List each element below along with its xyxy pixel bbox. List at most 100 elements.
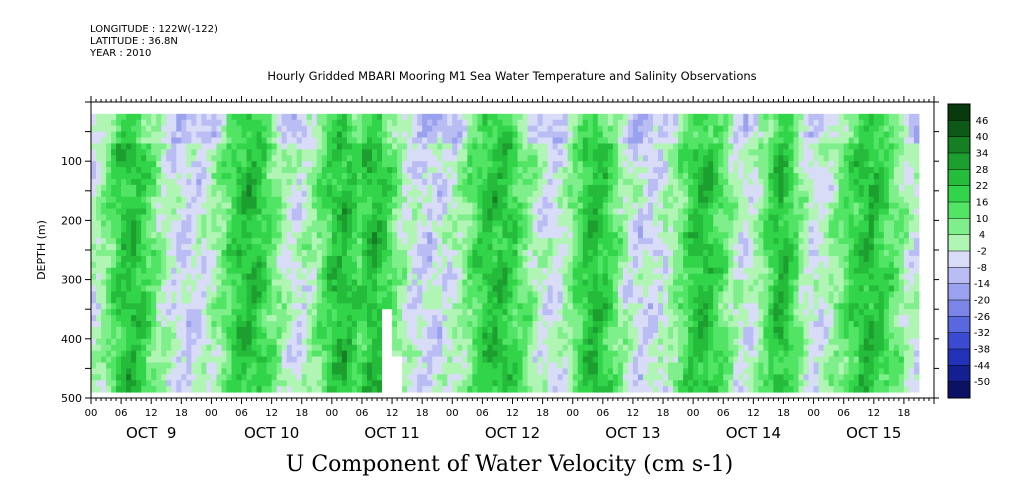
heat-cell bbox=[512, 261, 519, 269]
heat-cell bbox=[211, 155, 217, 162]
heat-cell bbox=[567, 255, 574, 263]
heat-cell bbox=[131, 285, 137, 292]
heat-cell bbox=[577, 362, 584, 369]
heat-cell bbox=[457, 131, 463, 139]
heat-cell bbox=[442, 208, 448, 215]
heat-cell bbox=[341, 113, 348, 121]
heat-cell bbox=[387, 119, 393, 127]
heat-cell bbox=[111, 380, 117, 387]
heat-cell bbox=[532, 344, 539, 352]
heat-cell bbox=[397, 273, 403, 281]
heat-cell bbox=[517, 167, 524, 174]
heat-cell bbox=[336, 173, 343, 180]
heat-cell bbox=[161, 267, 167, 275]
heat-cell bbox=[176, 202, 182, 210]
heat-cell bbox=[221, 350, 227, 358]
heat-cell bbox=[306, 143, 313, 150]
heat-cell bbox=[492, 155, 498, 162]
heat-cell bbox=[592, 309, 599, 316]
heat-cell bbox=[432, 356, 438, 363]
heat-cell bbox=[316, 344, 323, 352]
heat-cell bbox=[537, 202, 544, 210]
heat-cell bbox=[156, 196, 162, 204]
heat-cell bbox=[612, 155, 619, 162]
heat-cell bbox=[407, 362, 413, 369]
heat-cell bbox=[477, 202, 483, 210]
heat-cell bbox=[181, 297, 187, 304]
heat-cell bbox=[291, 273, 298, 281]
heat-cell bbox=[171, 196, 177, 204]
heat-cell bbox=[161, 220, 167, 227]
heat-cell bbox=[111, 208, 117, 215]
heat-cell bbox=[311, 279, 318, 287]
heat-cell bbox=[407, 167, 413, 174]
heat-cell bbox=[201, 190, 207, 198]
heat-cell bbox=[452, 344, 458, 352]
heat-cell bbox=[617, 196, 624, 204]
heat-cell bbox=[266, 368, 273, 375]
heat-cell bbox=[422, 315, 428, 322]
heat-cell bbox=[276, 297, 283, 304]
heat-cell bbox=[201, 315, 207, 322]
heat-cell bbox=[276, 279, 283, 287]
heat-cell bbox=[552, 297, 559, 304]
heat-cell bbox=[572, 155, 579, 162]
heat-cell bbox=[146, 303, 152, 310]
heat-cell bbox=[587, 220, 594, 227]
heat-cell bbox=[527, 297, 534, 304]
heat-cell bbox=[146, 232, 152, 239]
heat-cell bbox=[231, 255, 238, 263]
heat-cell bbox=[166, 143, 172, 150]
heat-cell bbox=[131, 137, 137, 144]
heat-cell bbox=[472, 321, 478, 328]
heat-cell bbox=[146, 362, 152, 369]
heat-cell bbox=[442, 255, 448, 263]
heat-cell bbox=[502, 285, 508, 292]
heat-cell bbox=[487, 250, 493, 257]
heat-cell bbox=[341, 362, 348, 369]
heat-cell bbox=[201, 309, 207, 316]
heat-cell bbox=[321, 291, 328, 298]
heat-cell bbox=[397, 190, 403, 198]
heat-cell bbox=[527, 143, 534, 150]
heat-cell bbox=[507, 143, 513, 150]
heat-cell bbox=[331, 238, 338, 245]
heat-cell bbox=[111, 279, 117, 287]
heat-cell bbox=[121, 190, 127, 198]
heat-cell bbox=[602, 332, 609, 340]
heat-cell bbox=[602, 279, 609, 287]
heat-cell bbox=[582, 149, 589, 156]
heat-cell bbox=[201, 303, 207, 310]
heat-cell bbox=[557, 226, 564, 233]
heat-cell bbox=[316, 161, 323, 168]
heat-cell bbox=[166, 297, 172, 304]
heat-cell bbox=[331, 125, 338, 133]
heat-cell bbox=[221, 167, 227, 174]
heat-cell bbox=[592, 368, 599, 375]
heat-cell bbox=[542, 113, 549, 121]
heat-cell bbox=[607, 255, 614, 263]
heat-cell bbox=[211, 184, 217, 192]
heat-cell bbox=[321, 125, 328, 133]
heat-cell bbox=[291, 368, 298, 375]
heat-cell bbox=[597, 178, 604, 186]
heat-cell bbox=[602, 386, 609, 393]
heat-cell bbox=[311, 380, 318, 387]
heat-cell bbox=[497, 119, 503, 127]
heat-cell bbox=[181, 131, 187, 139]
heat-cell bbox=[572, 167, 579, 174]
heat-cell bbox=[96, 344, 102, 352]
heat-cell bbox=[477, 380, 483, 387]
heat-cell bbox=[181, 255, 187, 263]
heat-cell bbox=[522, 285, 529, 292]
heat-cell bbox=[136, 326, 142, 334]
heat-cell bbox=[266, 226, 273, 233]
heat-cell bbox=[482, 161, 488, 168]
heat-cell bbox=[221, 332, 227, 340]
heat-cell bbox=[156, 297, 162, 304]
heat-cell bbox=[472, 119, 478, 127]
heat-cell bbox=[366, 350, 373, 358]
heat-cell bbox=[457, 291, 463, 298]
heat-cell bbox=[241, 309, 248, 316]
heat-cell bbox=[462, 220, 468, 227]
